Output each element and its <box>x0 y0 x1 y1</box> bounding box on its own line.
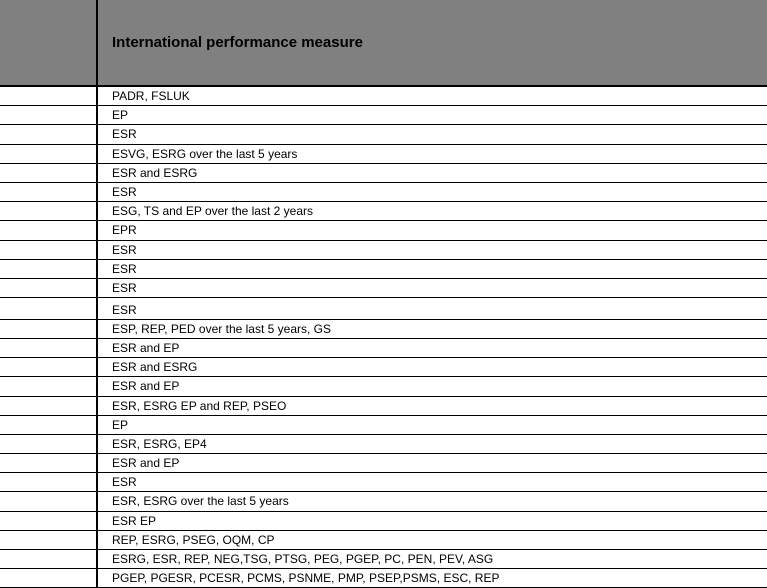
table-header-row: International performance measure <box>0 0 767 86</box>
row-value: ESR, ESRG, EP4 <box>97 434 767 453</box>
table-row: ESP, REP, PED over the last 5 years, GS <box>0 319 767 338</box>
row-value: ESR, ESRG EP and REP, PSEO <box>97 396 767 415</box>
performance-table: International performance measure PADR, … <box>0 0 767 588</box>
row-left-blank <box>0 415 97 434</box>
table-row: ESR <box>0 259 767 278</box>
row-left-blank <box>0 338 97 357</box>
row-value: REP, ESRG, PSEG, OQM, CP <box>97 530 767 549</box>
table-body: PADR, FSLUKEPESRESVG, ESRG over the last… <box>0 86 767 588</box>
row-left-blank <box>0 569 97 588</box>
row-left-blank <box>0 86 97 106</box>
row-value: ESR <box>97 259 767 278</box>
row-value: EPR <box>97 221 767 240</box>
table-row: ESR, ESRG, EP4 <box>0 434 767 453</box>
row-value: ESR and EP <box>97 454 767 473</box>
table-row: ESG, TS and EP over the last 2 years <box>0 202 767 221</box>
table-row: ESR <box>0 473 767 492</box>
table-row: ESR, ESRG over the last 5 years <box>0 492 767 511</box>
table-row: EP <box>0 415 767 434</box>
row-value: EP <box>97 106 767 125</box>
row-value: ESR and EP <box>97 338 767 357</box>
table-row: EPR <box>0 221 767 240</box>
row-value: ESR and ESRG <box>97 358 767 377</box>
table-row: ESR <box>0 240 767 259</box>
row-value: ESG, TS and EP over the last 2 years <box>97 202 767 221</box>
row-value: ESVG, ESRG over the last 5 years <box>97 144 767 163</box>
row-value: ESR <box>97 240 767 259</box>
row-left-blank <box>0 492 97 511</box>
row-left-blank <box>0 259 97 278</box>
table-row: PADR, FSLUK <box>0 86 767 106</box>
row-left-blank <box>0 240 97 259</box>
row-left-blank <box>0 396 97 415</box>
table-row: EP <box>0 106 767 125</box>
table-row: PGEP, PGESR, PCESR, PCMS, PSNME, PMP, PS… <box>0 569 767 588</box>
row-value: ESR <box>97 301 767 320</box>
row-value: ESRG, ESR, REP, NEG,TSG, PTSG, PEG, PGEP… <box>97 550 767 569</box>
header-left-blank <box>0 0 97 86</box>
table-row: ESRG, ESR, REP, NEG,TSG, PTSG, PEG, PGEP… <box>0 550 767 569</box>
header-title: International performance measure <box>97 0 767 86</box>
row-left-blank <box>0 454 97 473</box>
table-row: ESR and EP <box>0 454 767 473</box>
row-value: ESP, REP, PED over the last 5 years, GS <box>97 319 767 338</box>
row-left-blank <box>0 182 97 201</box>
table-row: ESR <box>0 301 767 320</box>
row-left-blank <box>0 511 97 530</box>
table-row: ESR and ESRG <box>0 163 767 182</box>
table-row: ESR and EP <box>0 377 767 396</box>
row-left-blank <box>0 358 97 377</box>
row-value: ESR <box>97 473 767 492</box>
table-row: ESR and EP <box>0 338 767 357</box>
row-value: ESR EP <box>97 511 767 530</box>
row-left-blank <box>0 377 97 396</box>
table-row: ESR <box>0 125 767 144</box>
row-left-blank <box>0 163 97 182</box>
row-value: ESR <box>97 125 767 144</box>
table-row: ESVG, ESRG over the last 5 years <box>0 144 767 163</box>
row-left-blank <box>0 221 97 240</box>
row-value: ESR, ESRG over the last 5 years <box>97 492 767 511</box>
row-left-blank <box>0 550 97 569</box>
table-row: ESR <box>0 182 767 201</box>
row-left-blank <box>0 473 97 492</box>
table-row: ESR and ESRG <box>0 358 767 377</box>
table-row: ESR EP <box>0 511 767 530</box>
table-row: ESR <box>0 278 767 297</box>
row-left-blank <box>0 319 97 338</box>
row-value: PADR, FSLUK <box>97 86 767 106</box>
row-left-blank <box>0 202 97 221</box>
row-left-blank <box>0 530 97 549</box>
row-value: ESR <box>97 278 767 297</box>
row-left-blank <box>0 106 97 125</box>
table-row: REP, ESRG, PSEG, OQM, CP <box>0 530 767 549</box>
row-left-blank <box>0 144 97 163</box>
row-value: ESR <box>97 182 767 201</box>
row-value: ESR and EP <box>97 377 767 396</box>
row-value: PGEP, PGESR, PCESR, PCMS, PSNME, PMP, PS… <box>97 569 767 588</box>
row-left-blank <box>0 278 97 297</box>
row-value: EP <box>97 415 767 434</box>
table-row: ESR, ESRG EP and REP, PSEO <box>0 396 767 415</box>
row-value: ESR and ESRG <box>97 163 767 182</box>
row-left-blank <box>0 125 97 144</box>
row-left-blank <box>0 301 97 320</box>
row-left-blank <box>0 434 97 453</box>
page-container: International performance measure PADR, … <box>0 0 767 564</box>
